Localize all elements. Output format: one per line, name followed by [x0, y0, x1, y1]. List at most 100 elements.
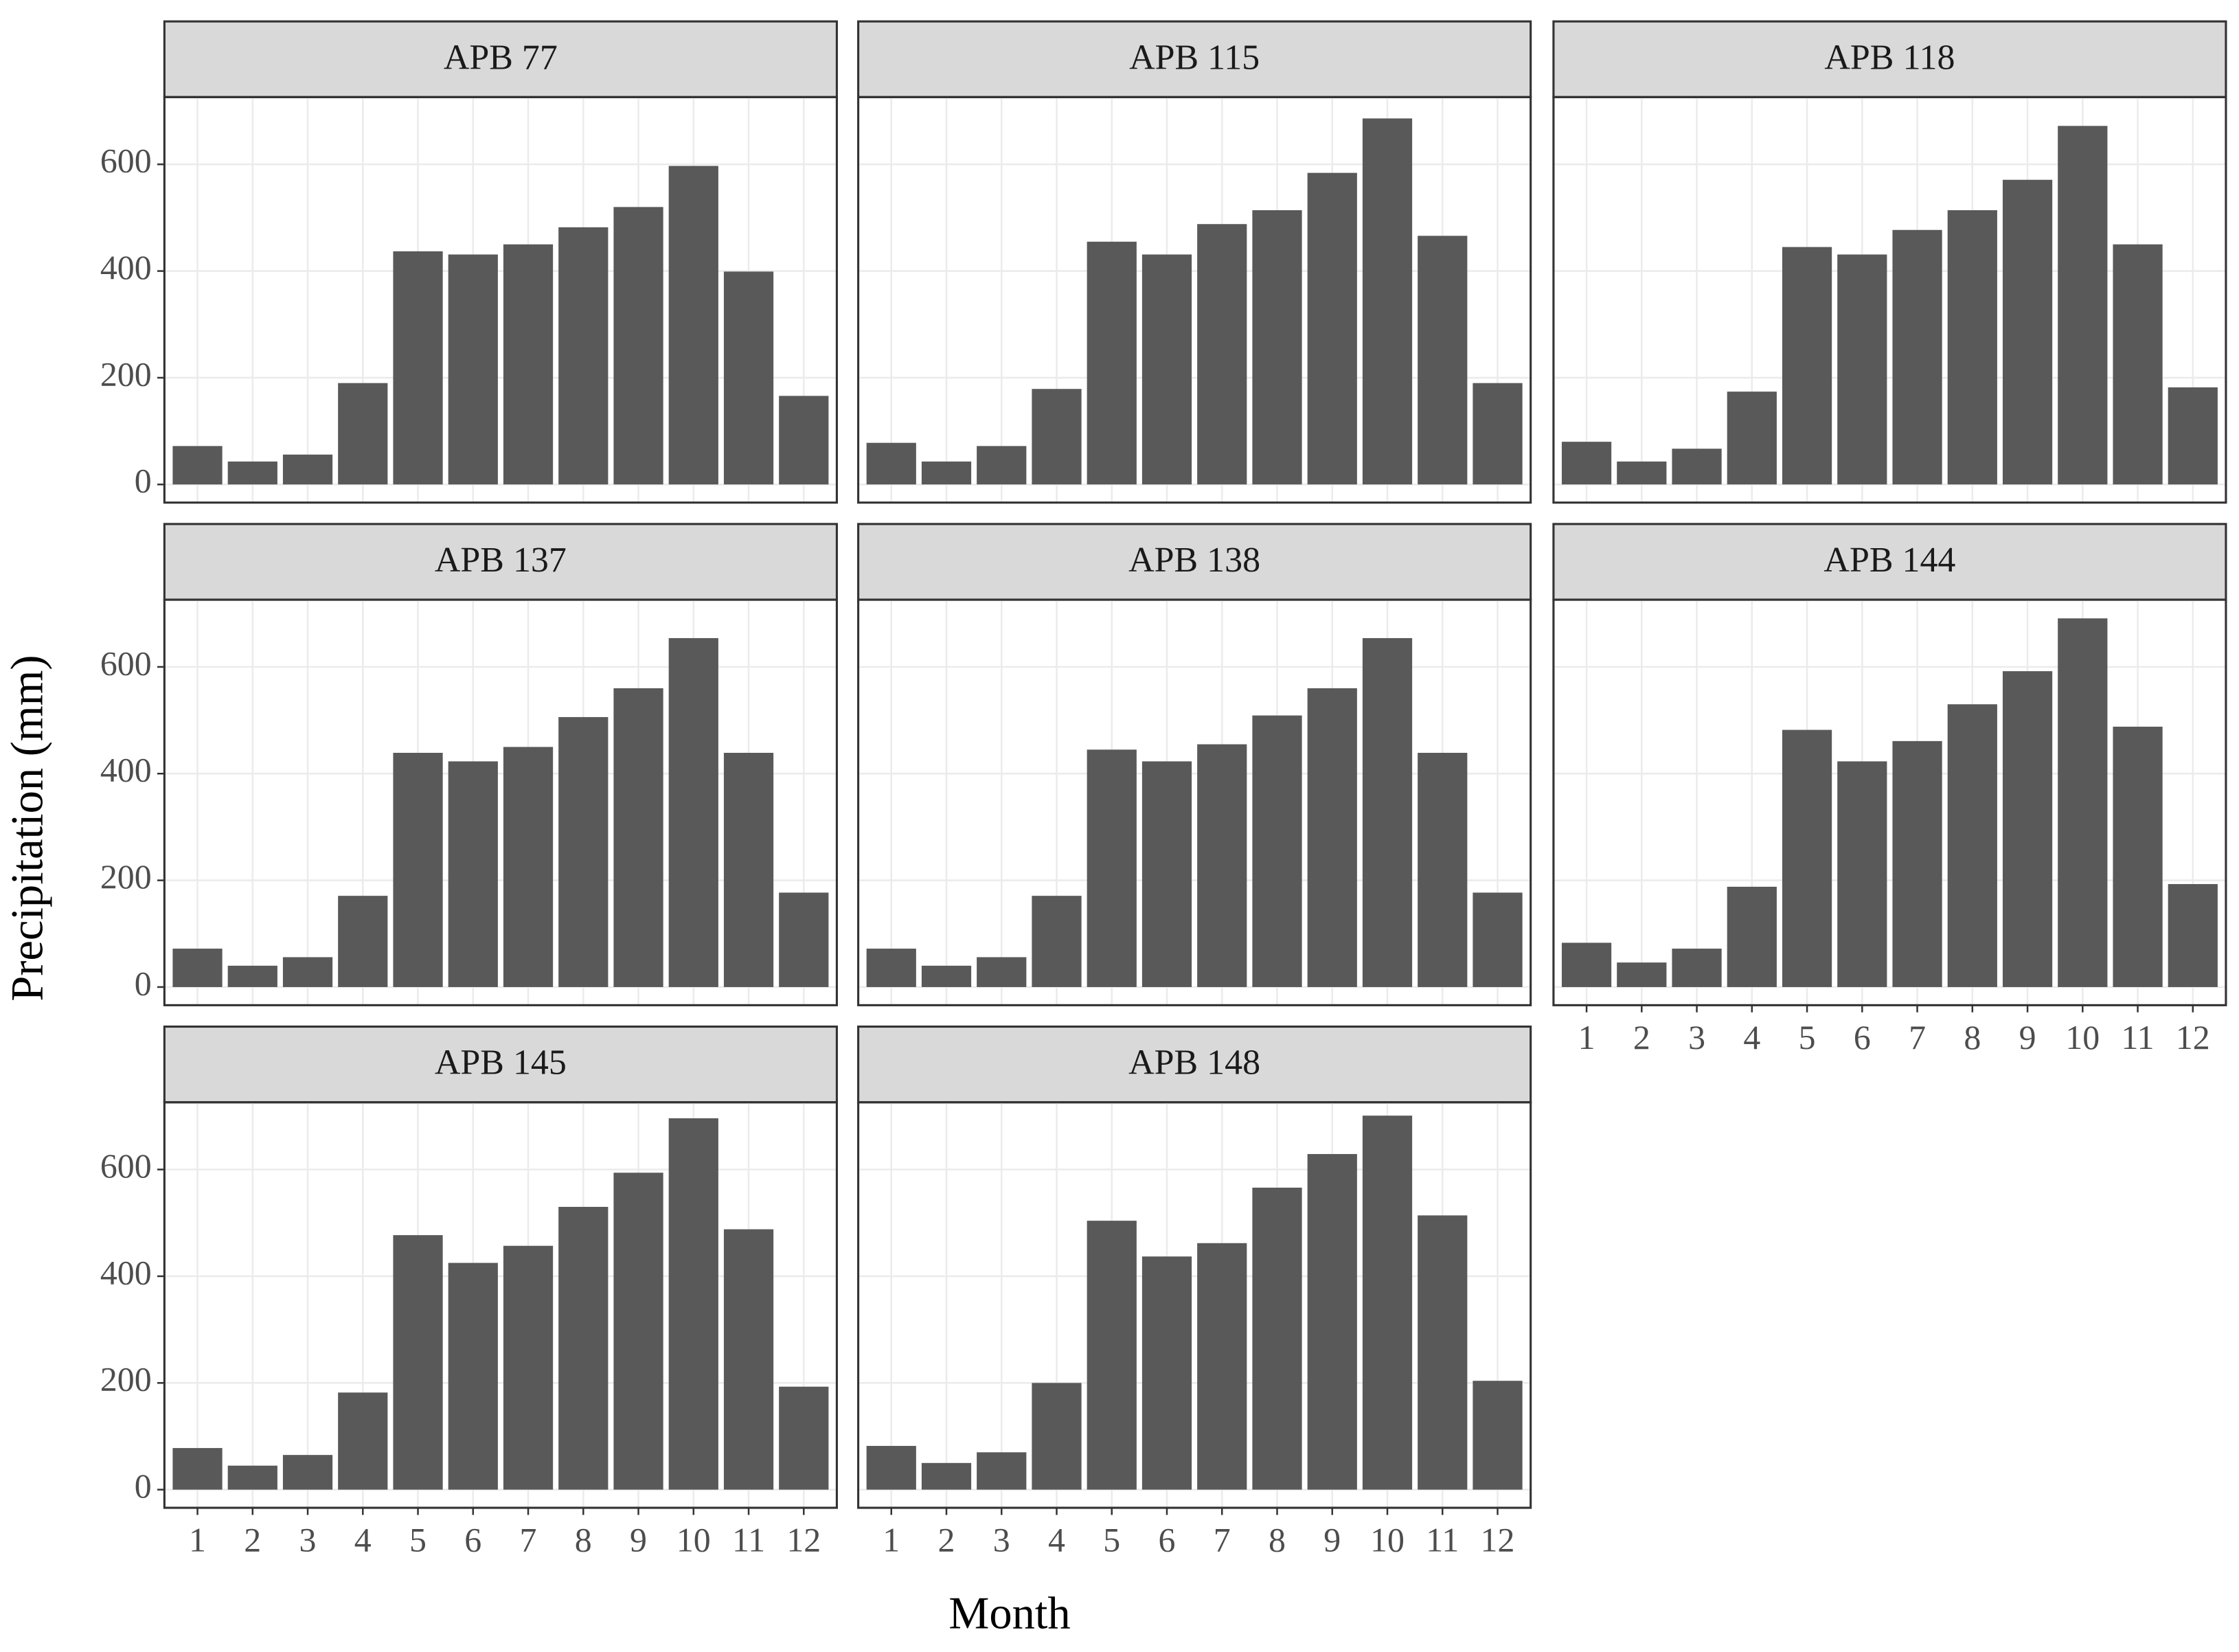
bar: [1307, 1154, 1357, 1490]
bar: [282, 957, 333, 987]
y-tick-label: 0: [135, 462, 152, 500]
panel-border: [857, 1101, 1532, 1509]
y-tick-label: 400: [100, 751, 152, 789]
strip: [857, 20, 1532, 98]
bar: [338, 1392, 388, 1490]
bar: [1947, 704, 1997, 987]
panel-title: APB 115: [1129, 38, 1260, 77]
bar: [227, 461, 277, 485]
bar: [448, 761, 498, 987]
bar: [1252, 715, 1302, 987]
bar: [977, 957, 1027, 987]
x-tick-label: 6: [464, 1521, 481, 1559]
bar: [1307, 172, 1357, 485]
panel-border: [857, 598, 1532, 1006]
bar: [1197, 744, 1247, 987]
bar: [1087, 749, 1137, 987]
x-tick-label: 2: [938, 1521, 955, 1559]
bar: [2168, 387, 2218, 485]
x-tick-label: 2: [244, 1521, 261, 1559]
x-tick-label: 10: [2065, 1019, 2100, 1056]
bar: [1617, 962, 1667, 987]
bar: [866, 1445, 916, 1490]
bar: [172, 1448, 223, 1490]
bar: [668, 637, 718, 987]
bar: [1727, 392, 1777, 485]
x-tick-label: 10: [677, 1521, 711, 1559]
panel-border: [857, 95, 1532, 504]
bar: [1032, 389, 1082, 485]
y-axis-title: Precipitation (mm): [2, 655, 52, 1002]
y-tick-label: 200: [100, 355, 152, 393]
bar: [1141, 761, 1192, 987]
bar: [1362, 637, 1413, 987]
strip: [163, 1025, 838, 1104]
panel-title: APB 148: [1128, 1043, 1260, 1083]
x-tick-label: 4: [1743, 1019, 1760, 1056]
bar: [282, 1455, 333, 1490]
bar: [1197, 224, 1247, 485]
panel-border: [163, 95, 838, 504]
bar: [921, 1462, 972, 1490]
x-tick-label: 2: [1633, 1019, 1650, 1056]
bar: [558, 716, 609, 987]
bar: [172, 446, 223, 485]
bar: [1672, 949, 1722, 987]
bar: [1892, 229, 1942, 485]
bar: [393, 752, 443, 987]
bar: [613, 207, 663, 485]
bar: [668, 1118, 718, 1490]
y-tick-label: 200: [100, 858, 152, 896]
bar: [1252, 210, 1302, 485]
bar: [448, 1263, 498, 1490]
bar: [558, 227, 609, 485]
y-tick-label: 400: [100, 249, 152, 286]
bar: [393, 1235, 443, 1490]
bar: [338, 383, 388, 485]
bar: [1087, 1221, 1137, 1490]
panel-border: [163, 598, 838, 1006]
bar: [1672, 449, 1722, 485]
bar: [227, 1465, 277, 1490]
x-tick-label: 5: [1103, 1521, 1120, 1559]
bar: [1473, 892, 1523, 987]
x-tick-label: 7: [1909, 1019, 1926, 1056]
x-tick-label: 12: [1481, 1521, 1515, 1559]
panel-border: [1552, 598, 2227, 1006]
bar: [2168, 884, 2218, 987]
bar: [668, 166, 718, 485]
bar: [393, 251, 443, 485]
x-tick-label: 10: [1370, 1521, 1405, 1559]
x-tick-label: 12: [2176, 1019, 2210, 1056]
panel-title: APB 138: [1128, 541, 1260, 580]
x-tick-label: 9: [630, 1521, 647, 1559]
bar: [613, 1173, 663, 1490]
bar: [1418, 236, 1468, 485]
bar: [1418, 752, 1468, 987]
y-tick-label: 600: [100, 644, 152, 682]
bar: [1837, 254, 1887, 485]
x-tick-label: 7: [1214, 1521, 1231, 1559]
y-tick-label: 600: [100, 142, 152, 180]
bar: [2058, 618, 2108, 987]
y-tick-label: 0: [135, 1467, 152, 1505]
bar: [866, 949, 916, 987]
bar: [338, 896, 388, 987]
bar: [227, 965, 277, 987]
x-tick-label: 6: [1159, 1521, 1176, 1559]
x-tick-label: 11: [2122, 1019, 2155, 1056]
bar: [503, 1245, 554, 1490]
bar: [1362, 1116, 1413, 1490]
y-tick-label: 0: [135, 964, 152, 1002]
bar: [613, 688, 663, 987]
bar: [723, 271, 774, 485]
bar: [2002, 671, 2053, 987]
y-tick-label: 200: [100, 1361, 152, 1399]
strip: [857, 1025, 1532, 1104]
x-tick-label: 1: [1578, 1019, 1595, 1056]
bar: [977, 446, 1027, 485]
bar: [1947, 210, 1997, 485]
panel-title: APB 137: [435, 541, 567, 580]
